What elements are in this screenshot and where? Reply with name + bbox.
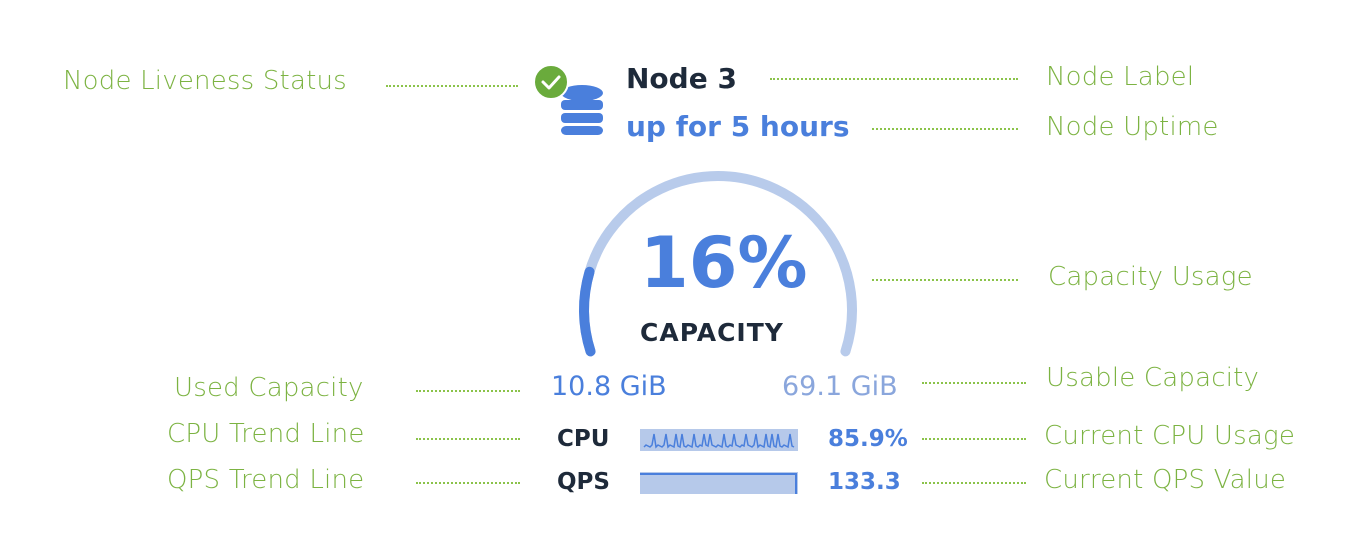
annotation-cpu-trend: CPU Trend Line [167, 419, 365, 449]
annotation-capacity-usage: Capacity Usage [1048, 262, 1253, 292]
leader-line [872, 279, 1018, 281]
capacity-gauge-fill [579, 266, 596, 357]
database-icon [561, 85, 603, 135]
annotation-used-capacity: Used Capacity [174, 373, 364, 403]
cpu-label: CPU [557, 426, 610, 452]
annotation-node-label: Node Label [1046, 62, 1195, 92]
leader-line [416, 390, 520, 392]
used-capacity: 10.8 GiB [551, 371, 667, 402]
leader-line [922, 482, 1026, 484]
node-label: Node 3 [626, 62, 737, 95]
leader-line [922, 438, 1026, 440]
cpu-value: 85.9% [828, 426, 908, 452]
check-circle-icon [533, 64, 569, 100]
leader-line [416, 438, 520, 440]
annotation-cpu-current: Current CPU Usage [1044, 421, 1296, 451]
qps-label: QPS [557, 469, 610, 495]
capacity-percent: 16% [640, 222, 808, 304]
leader-line [872, 128, 1018, 130]
qps-value: 133.3 [828, 469, 901, 495]
annotation-qps-trend: QPS Trend Line [167, 465, 365, 495]
usable-capacity: 69.1 GiB [782, 371, 898, 402]
annotation-qps-current: Current QPS Value [1044, 465, 1287, 495]
qps-sparkline [640, 472, 798, 494]
cpu-sparkline [640, 429, 798, 451]
capacity-label: CAPACITY [640, 318, 784, 347]
leader-line [770, 78, 1018, 80]
leader-line [386, 85, 518, 87]
annotation-liveness: Node Liveness Status [63, 66, 347, 96]
node-uptime: up for 5 hours [626, 110, 850, 143]
leader-line [416, 482, 520, 484]
annotation-usable-capacity: Usable Capacity [1046, 363, 1260, 393]
annotation-uptime: Node Uptime [1046, 112, 1219, 142]
leader-line [922, 382, 1026, 384]
